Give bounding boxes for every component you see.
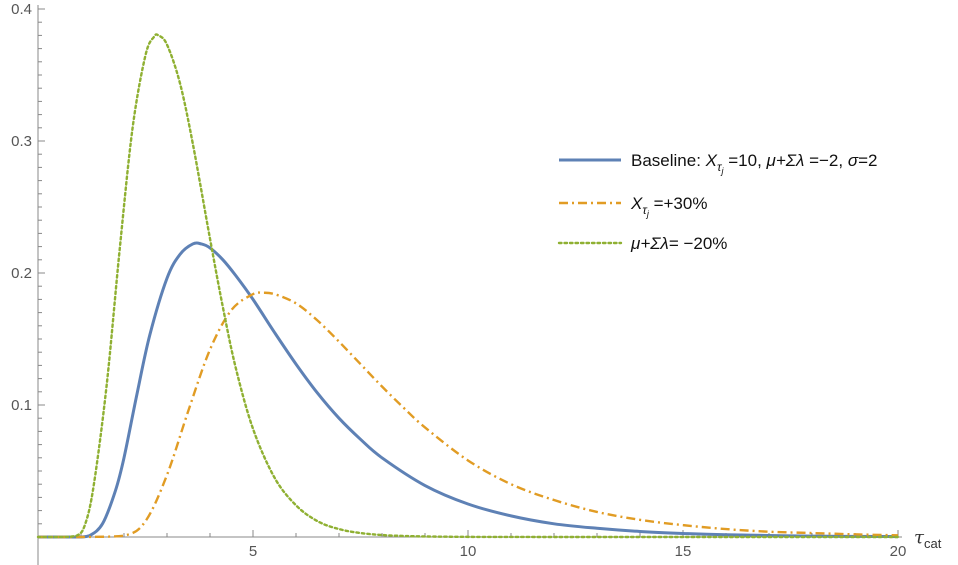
legend-label-3: μ+Σλ= −20%: [630, 234, 727, 253]
series-layer: [36, 33, 900, 539]
axes: [37, 5, 902, 565]
series-line-3: [36, 33, 900, 539]
y-tick-label: 0.4: [11, 1, 32, 18]
legend-label-2: Xτj =+30%: [630, 194, 707, 219]
ticks: 5 10 15 20 0.1 0.2 0.3 0.4: [11, 1, 906, 560]
x-axis-label-main: τ: [914, 527, 925, 548]
x-tick-label: 15: [675, 543, 692, 560]
series-line-1: [38, 241, 899, 539]
legend-label-1: Baseline: Xτj =10, μ+Σλ =−2, σ=2: [631, 151, 877, 176]
x-tick-label: 5: [249, 543, 257, 560]
x-tick-label: 10: [460, 543, 477, 560]
y-tick-label: 0.2: [11, 265, 32, 282]
y-tick-label: 0.3: [11, 133, 32, 150]
x-axis-label: τcat: [914, 527, 942, 551]
x-tick-label: 20: [890, 543, 907, 560]
legend: Baseline: Xτj =10, μ+Σλ =−2, σ=2 Xτj =+30…: [557, 151, 877, 253]
x-axis-label-subscript: cat: [924, 536, 942, 551]
series-line-2: [38, 291, 899, 539]
y-tick-label: 0.1: [11, 397, 32, 414]
